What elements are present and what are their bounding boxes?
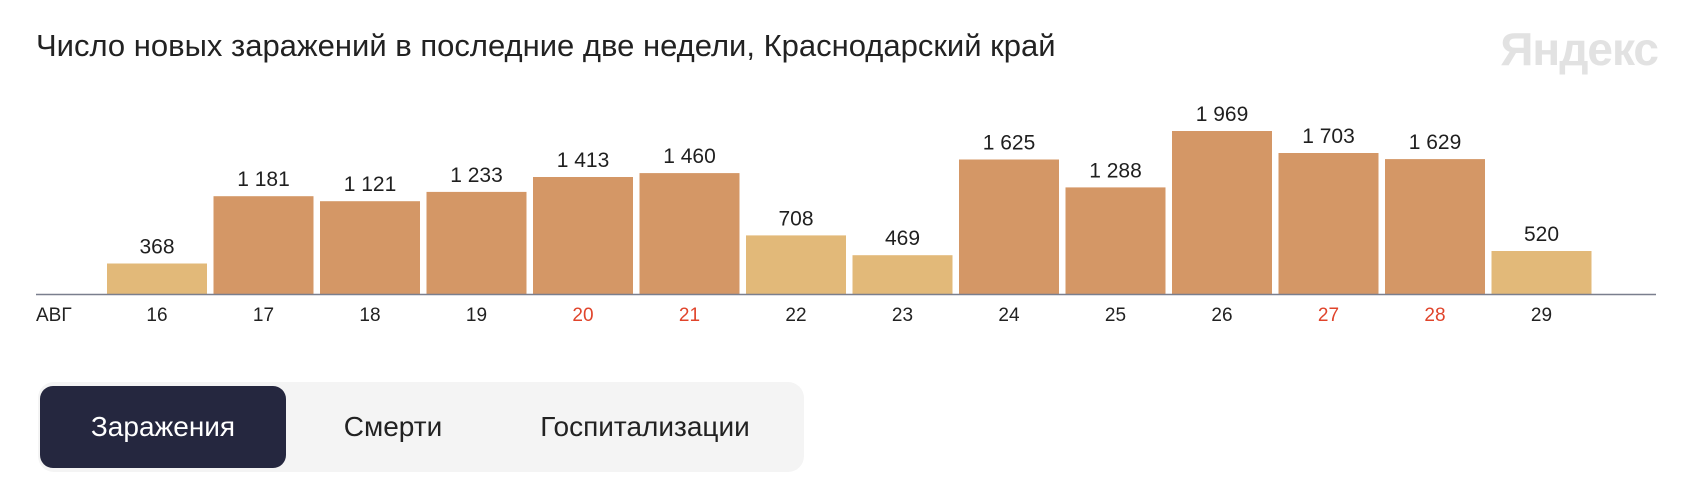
metric-tabs: Заражения Смерти Госпитализации xyxy=(38,382,804,472)
bar-26 xyxy=(1172,131,1272,294)
x-tick-label: 18 xyxy=(359,305,380,326)
tab-hospitalizations[interactable]: Госпитализации xyxy=(540,411,750,442)
bar-20 xyxy=(533,177,633,294)
yandex-logo: Яндекс xyxy=(1500,23,1659,75)
x-tick-label: 16 xyxy=(146,305,167,326)
x-tick-label: 24 xyxy=(998,305,1020,326)
x-tick-label: 28 xyxy=(1424,305,1445,326)
month-label: АВГ xyxy=(36,305,72,326)
bar-value-label: 520 xyxy=(1524,223,1559,246)
bar-17 xyxy=(213,196,314,294)
bar-16 xyxy=(107,263,207,294)
bar-28 xyxy=(1385,159,1485,294)
bar-value-label: 1 288 xyxy=(1089,159,1142,182)
bar-value-label: 708 xyxy=(778,207,813,230)
bar-19 xyxy=(426,191,527,294)
tab-deaths[interactable]: Смерти xyxy=(343,411,443,442)
bar-value-label: 469 xyxy=(885,227,920,250)
bar-value-label: 1 625 xyxy=(983,132,1036,155)
bar-27 xyxy=(1278,153,1379,294)
bar-value-label: 1 629 xyxy=(1409,131,1462,154)
x-tick-label: 20 xyxy=(572,305,593,326)
bar-21 xyxy=(639,173,740,294)
bar-25 xyxy=(1065,187,1166,294)
bar-value-label: 368 xyxy=(139,236,174,259)
bar-value-label: 1 233 xyxy=(450,164,503,187)
x-tick-label: 25 xyxy=(1105,305,1126,326)
x-tick-label: 26 xyxy=(1211,305,1232,326)
bar-24 xyxy=(959,159,1059,294)
bar-value-label: 1 121 xyxy=(344,173,397,196)
x-tick-label: 29 xyxy=(1531,305,1552,326)
bar-18 xyxy=(320,201,420,294)
x-tick-label: 19 xyxy=(466,305,487,326)
bar-value-label: 1 703 xyxy=(1302,125,1355,148)
x-tick-label: 22 xyxy=(785,305,806,326)
x-tick-label: 21 xyxy=(679,305,700,326)
bar-22 xyxy=(746,235,846,294)
x-tick-label: 17 xyxy=(253,305,274,326)
x-tick-label: 23 xyxy=(892,305,913,326)
bar-29 xyxy=(1491,251,1592,294)
bar-value-label: 1 969 xyxy=(1196,103,1249,126)
chart-title: Число новых заражений в последние две не… xyxy=(36,28,1056,63)
bar-chart: 368 16 1 181 17 1 121 18 1 233 19 1 413 20 1 460 21… xyxy=(36,103,1656,326)
bar-23 xyxy=(852,255,953,294)
bar-value-label: 1 413 xyxy=(557,149,610,172)
bar-value-label: 1 181 xyxy=(237,168,290,191)
tab-infections[interactable]: Заражения xyxy=(40,386,286,468)
bar-value-label: 1 460 xyxy=(663,145,716,168)
x-tick-label: 27 xyxy=(1318,305,1339,326)
